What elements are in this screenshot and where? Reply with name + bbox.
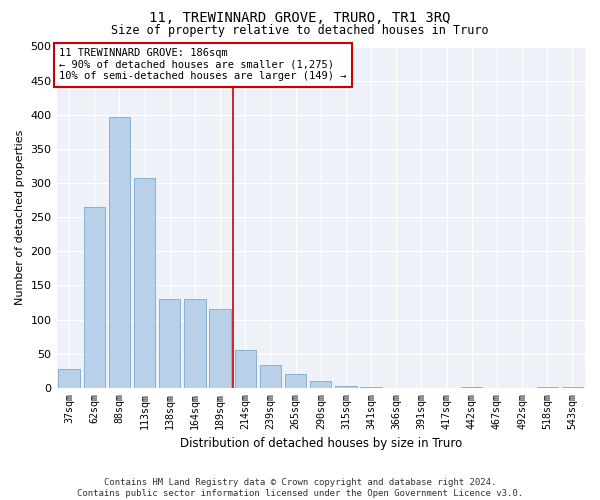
Text: Contains HM Land Registry data © Crown copyright and database right 2024.
Contai: Contains HM Land Registry data © Crown c… xyxy=(77,478,523,498)
Bar xyxy=(235,350,256,388)
Y-axis label: Number of detached properties: Number of detached properties xyxy=(15,130,25,305)
Bar xyxy=(335,386,356,388)
X-axis label: Distribution of detached houses by size in Truro: Distribution of detached houses by size … xyxy=(179,437,462,450)
Bar xyxy=(310,381,331,388)
Bar xyxy=(260,366,281,388)
Bar xyxy=(536,387,558,388)
Bar xyxy=(184,299,206,388)
Text: 11 TREWINNARD GROVE: 186sqm
← 90% of detached houses are smaller (1,275)
10% of : 11 TREWINNARD GROVE: 186sqm ← 90% of det… xyxy=(59,48,347,82)
Bar xyxy=(461,387,482,388)
Bar xyxy=(285,374,307,388)
Text: Size of property relative to detached houses in Truro: Size of property relative to detached ho… xyxy=(111,24,489,37)
Bar xyxy=(58,370,80,388)
Bar xyxy=(562,387,583,388)
Bar xyxy=(83,207,105,388)
Bar xyxy=(209,310,231,388)
Bar xyxy=(134,178,155,388)
Bar xyxy=(361,387,382,388)
Text: 11, TREWINNARD GROVE, TRURO, TR1 3RQ: 11, TREWINNARD GROVE, TRURO, TR1 3RQ xyxy=(149,11,451,25)
Bar xyxy=(159,299,181,388)
Bar xyxy=(109,117,130,388)
